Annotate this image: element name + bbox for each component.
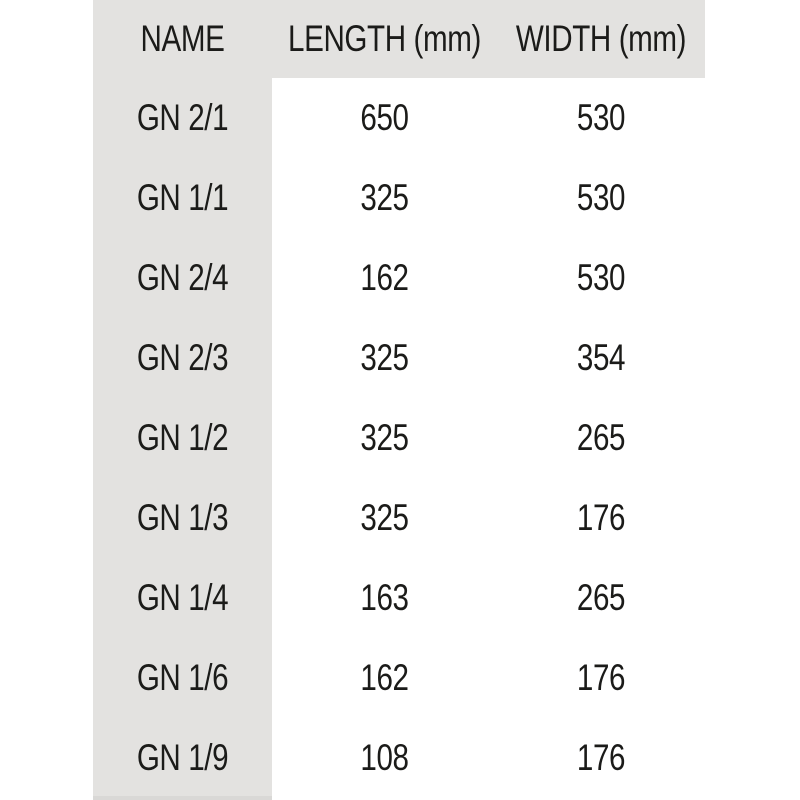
table-row: GN 2/4 162 530 xyxy=(93,238,705,318)
table-header-row: NAME LENGTH (mm) WIDTH (mm) xyxy=(93,0,705,78)
row-length-value: 162 xyxy=(360,257,409,298)
row-name: GN 1/6 xyxy=(136,657,229,698)
table-row: GN 2/1 650 530 xyxy=(93,78,705,158)
row-width-value: 530 xyxy=(576,97,626,138)
table-body: GN 2/1 650 530 GN 1/1 325 530 GN 2/4 162 530 GN 2… xyxy=(93,78,705,798)
name-column-background xyxy=(93,0,272,800)
table-row: GN 1/1 325 530 xyxy=(93,158,705,238)
name-column-bottom-edge xyxy=(93,796,272,800)
row-name: GN 1/4 xyxy=(136,577,229,618)
row-width-value: 265 xyxy=(576,417,626,458)
row-length-value: 325 xyxy=(360,497,409,538)
table-row: GN 1/2 325 265 xyxy=(93,398,705,478)
table-row: GN 1/4 163 265 xyxy=(93,558,705,638)
row-name: GN 2/1 xyxy=(136,97,229,138)
row-name: GN 2/3 xyxy=(136,337,229,378)
table-row: GN 1/6 162 176 xyxy=(93,638,705,718)
row-name: GN 1/9 xyxy=(136,737,229,778)
row-name: GN 2/4 xyxy=(136,257,229,298)
row-width-value: 530 xyxy=(576,257,626,298)
table-row: GN 2/3 325 354 xyxy=(93,318,705,398)
row-width-value: 265 xyxy=(576,577,626,618)
row-name: GN 1/1 xyxy=(136,177,229,218)
row-width-value: 176 xyxy=(576,497,626,538)
row-width-value: 354 xyxy=(576,337,626,378)
row-name: GN 1/3 xyxy=(136,497,229,538)
table-row: GN 1/3 325 176 xyxy=(93,478,705,558)
gn-size-table: NAME LENGTH (mm) WIDTH (mm) GN 2/1 650 530… xyxy=(93,0,705,800)
table-row: GN 1/9 108 176 xyxy=(93,718,705,798)
row-length-value: 325 xyxy=(360,337,409,378)
row-length-value: 108 xyxy=(360,737,409,778)
row-length-value: 162 xyxy=(360,657,409,698)
row-width-value: 176 xyxy=(576,737,626,778)
column-header-width: WIDTH (mm) xyxy=(515,18,687,59)
row-width-value: 176 xyxy=(576,657,626,698)
row-width-value: 530 xyxy=(576,177,626,218)
column-header-length: LENGTH (mm) xyxy=(288,18,481,59)
row-length-value: 163 xyxy=(360,577,409,618)
column-header-name: NAME xyxy=(140,18,225,59)
row-length-value: 325 xyxy=(360,177,409,218)
row-length-value: 650 xyxy=(360,97,409,138)
row-length-value: 325 xyxy=(360,417,409,458)
row-name: GN 1/2 xyxy=(136,417,229,458)
